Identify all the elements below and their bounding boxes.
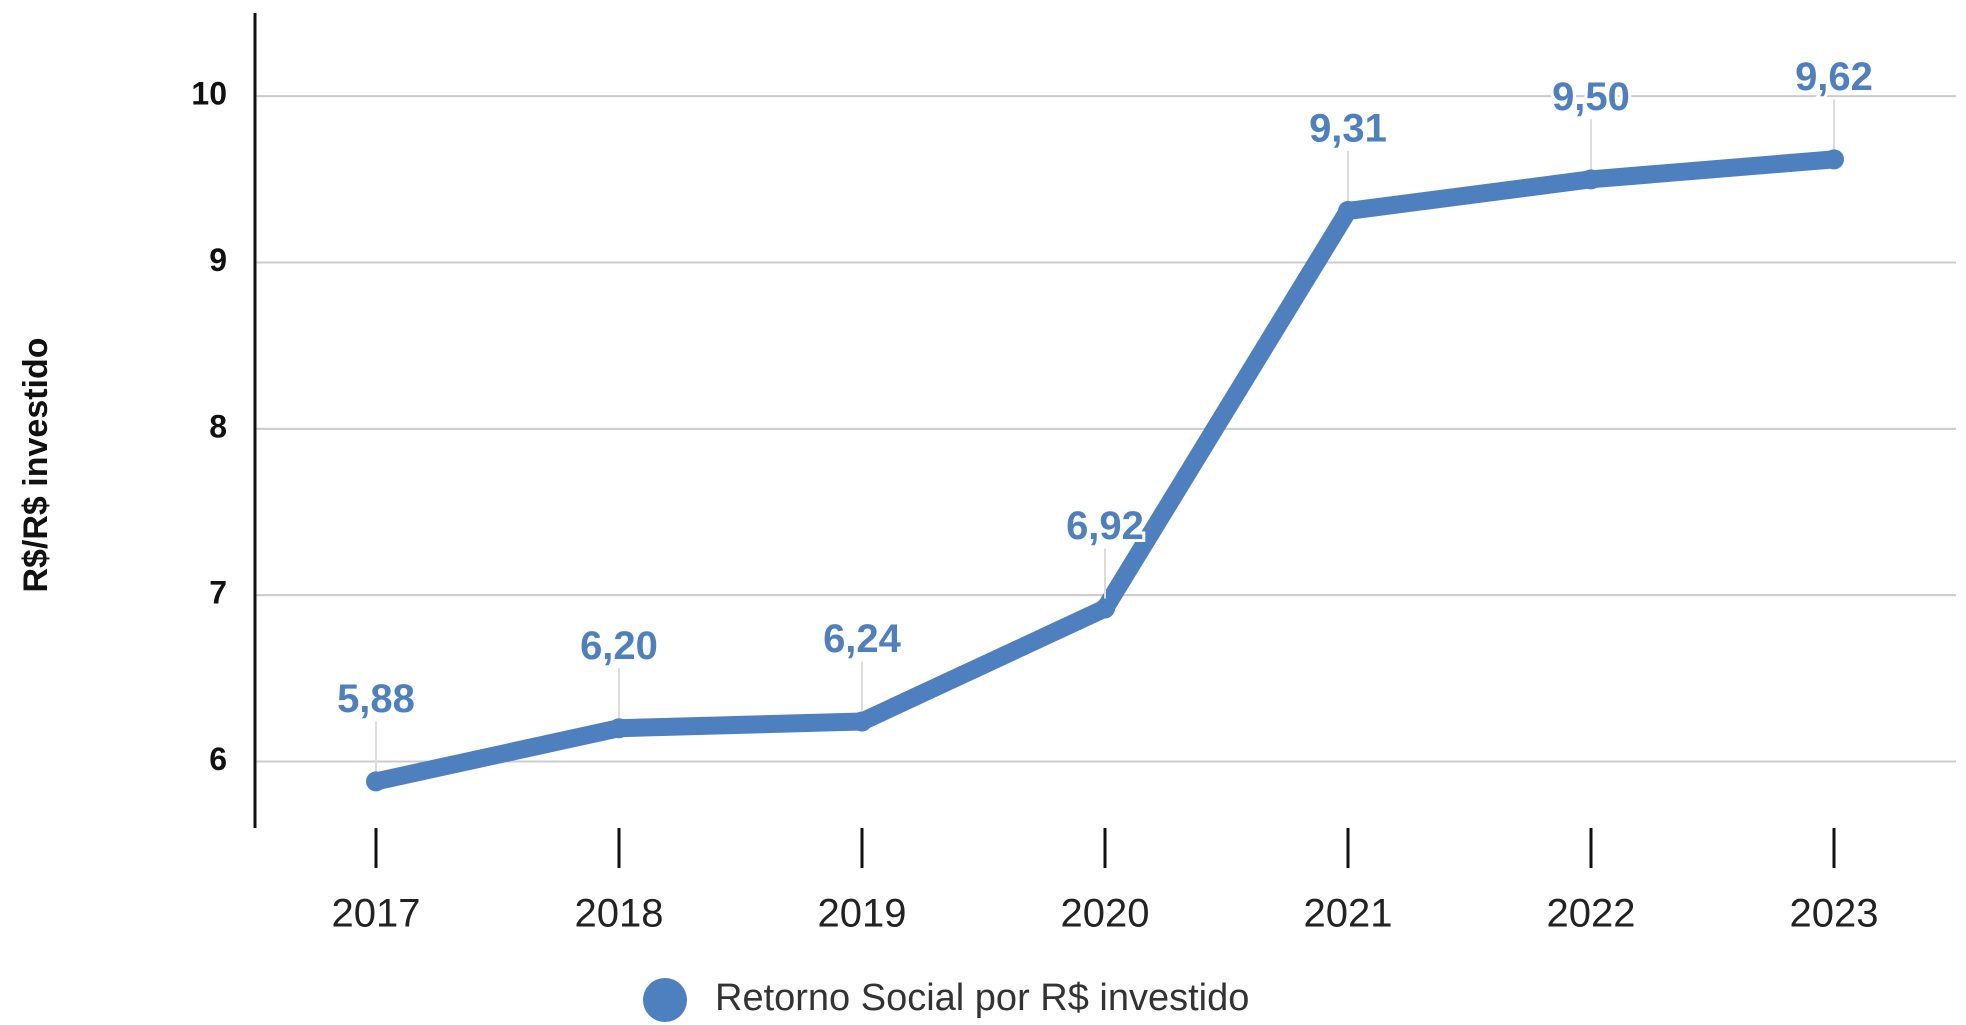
x-tick-label: 2018 bbox=[575, 892, 664, 936]
y-tick-label: 7 bbox=[209, 575, 227, 611]
data-label: 6,20 bbox=[580, 624, 658, 668]
y-axis-label: R$/R$ investido bbox=[17, 337, 55, 592]
x-tick-label: 2017 bbox=[332, 892, 421, 936]
data-label: 6,92 bbox=[1066, 504, 1144, 548]
x-tick-label: 2019 bbox=[818, 892, 907, 936]
y-tick-label: 8 bbox=[209, 408, 227, 444]
data-point bbox=[1338, 200, 1358, 221]
data-point bbox=[366, 771, 386, 792]
legend-label: Retorno Social por R$ investido bbox=[715, 977, 1249, 1019]
y-tick-label: 6 bbox=[209, 741, 227, 777]
data-label: 6,24 bbox=[823, 617, 902, 661]
data-label: 9,62 bbox=[1795, 55, 1873, 99]
legend-marker bbox=[643, 978, 687, 1022]
data-point bbox=[1095, 598, 1115, 619]
x-tick-label: 2020 bbox=[1061, 892, 1150, 936]
data-point bbox=[852, 711, 872, 732]
x-tick-label: 2022 bbox=[1547, 892, 1636, 936]
data-point bbox=[1824, 149, 1844, 170]
data-label: 9,50 bbox=[1552, 75, 1630, 119]
y-tick-label: 9 bbox=[209, 242, 227, 278]
x-tick-label: 2021 bbox=[1304, 892, 1393, 936]
data-label: 9,31 bbox=[1309, 106, 1387, 150]
data-label: 5,88 bbox=[337, 677, 415, 721]
y-tick-label: 10 bbox=[191, 76, 227, 112]
data-line bbox=[367, 150, 1843, 791]
data-point bbox=[1581, 169, 1601, 190]
x-tick-label: 2023 bbox=[1790, 892, 1879, 936]
data-point bbox=[609, 718, 629, 739]
